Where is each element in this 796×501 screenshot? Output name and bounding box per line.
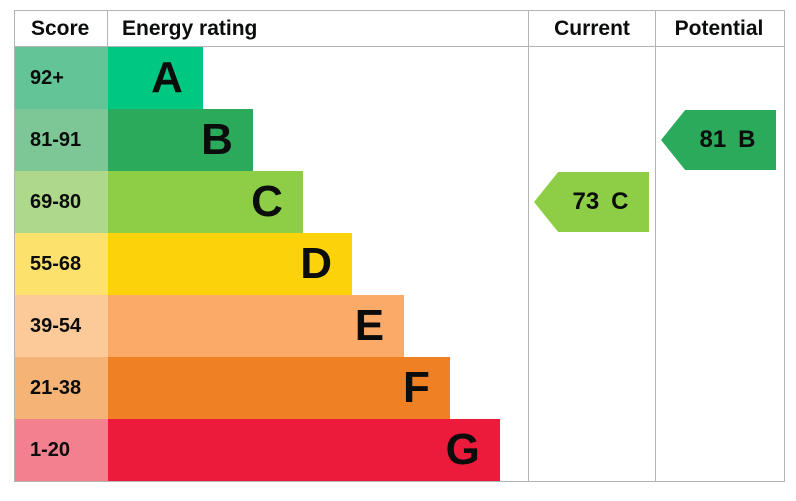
current-cell-g xyxy=(528,419,655,481)
band-bar-e: E xyxy=(108,295,405,357)
rating-cell-a: A xyxy=(108,47,528,109)
current-score-value: 73 xyxy=(572,188,600,215)
potential-column-header: Potential xyxy=(655,11,782,46)
current-band-letter: C xyxy=(611,188,629,215)
current-cell-f xyxy=(528,357,655,419)
band-bar-a: A xyxy=(108,47,203,109)
score-range-d: 55-68 xyxy=(15,233,108,295)
rating-cell-f: F xyxy=(108,357,528,419)
band-bar-b: B xyxy=(108,109,253,171)
potential-cell-f xyxy=(655,357,782,419)
band-letter-f: F xyxy=(402,363,430,412)
current-cell-a xyxy=(528,47,655,109)
energy-rating-column-header: Energy rating xyxy=(122,16,258,40)
current-rating-arrow: 73 C xyxy=(534,172,649,232)
current-cell-d xyxy=(528,233,655,295)
band-row-a: 92+ A xyxy=(15,47,784,109)
band-letter-a: A xyxy=(151,53,183,102)
potential-cell-c xyxy=(655,171,782,233)
band-row-g: 1-20 G xyxy=(15,419,784,481)
potential-cell-g xyxy=(655,419,782,481)
band-row-e: 39-54 E xyxy=(15,295,784,357)
rating-cell-b: B xyxy=(108,109,528,171)
current-cell-c: 73 C xyxy=(528,171,655,233)
potential-score-value: 81 xyxy=(699,126,727,153)
score-range-g: 1-20 xyxy=(15,419,108,481)
potential-band-letter: B xyxy=(738,126,756,153)
band-letter-g: G xyxy=(445,425,480,474)
band-letter-c: C xyxy=(251,177,283,226)
potential-cell-e xyxy=(655,295,782,357)
rating-cell-d: D xyxy=(108,233,528,295)
band-letter-d: D xyxy=(300,239,333,288)
band-bar-f: F xyxy=(108,357,450,419)
potential-cell-d xyxy=(655,233,782,295)
score-range-a: 92+ xyxy=(15,47,108,109)
header-row: Score Energy rating Current Potential xyxy=(15,11,784,47)
score-range-c: 69-80 xyxy=(15,171,108,233)
potential-cell-a xyxy=(655,47,782,109)
band-row-d: 55-68 D xyxy=(15,233,784,295)
band-bar-g: G xyxy=(108,419,500,481)
band-letter-b: B xyxy=(201,115,233,164)
score-range-b: 81-91 xyxy=(15,109,108,171)
potential-rating-arrow: 81 B xyxy=(661,110,776,170)
score-column-header: Score xyxy=(15,11,108,46)
rating-cell-e: E xyxy=(108,295,528,357)
band-letter-e: E xyxy=(354,301,385,350)
current-column-header: Current xyxy=(528,11,655,46)
epc-rating-chart: Score Energy rating Current Potential 92… xyxy=(14,10,785,482)
current-cell-b xyxy=(528,109,655,171)
rating-cell-g: G xyxy=(108,419,528,481)
band-row-b: 81-91 B 81 B xyxy=(15,109,784,171)
score-range-f: 21-38 xyxy=(15,357,108,419)
current-cell-e xyxy=(528,295,655,357)
score-range-e: 39-54 xyxy=(15,295,108,357)
band-row-f: 21-38 F xyxy=(15,357,784,419)
band-bar-c: C xyxy=(108,171,303,233)
potential-cell-b: 81 B xyxy=(655,109,782,171)
rating-cell-c: C xyxy=(108,171,528,233)
band-row-c: 69-80 C 73 C xyxy=(15,171,784,233)
band-bar-d: D xyxy=(108,233,353,295)
